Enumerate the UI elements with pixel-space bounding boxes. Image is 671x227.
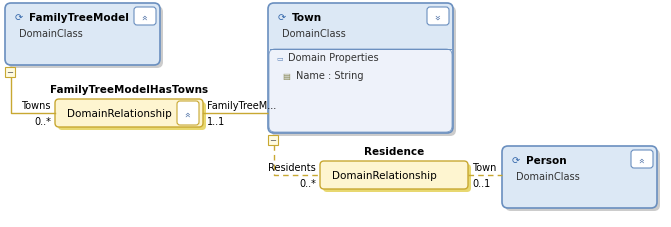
Text: Town: Town: [292, 13, 322, 23]
Text: Towns: Towns: [21, 101, 51, 111]
FancyBboxPatch shape: [269, 50, 452, 132]
FancyBboxPatch shape: [268, 135, 278, 145]
Text: »: »: [183, 111, 193, 116]
Text: ⟳: ⟳: [15, 13, 23, 23]
FancyBboxPatch shape: [55, 100, 203, 127]
Text: »: »: [637, 156, 647, 162]
Text: Person: Person: [526, 155, 566, 165]
FancyBboxPatch shape: [8, 7, 163, 69]
Text: −: −: [7, 68, 13, 77]
Text: 0..*: 0..*: [34, 116, 51, 126]
Text: Domain Properties: Domain Properties: [288, 53, 378, 63]
Text: FamilyTreeModelHasTowns: FamilyTreeModelHasTowns: [50, 85, 208, 95]
Text: Residents: Residents: [268, 162, 316, 172]
Text: ⟳: ⟳: [512, 155, 520, 165]
FancyBboxPatch shape: [323, 164, 471, 192]
Text: «: «: [433, 14, 443, 20]
FancyBboxPatch shape: [502, 146, 657, 208]
FancyBboxPatch shape: [5, 4, 160, 66]
FancyBboxPatch shape: [320, 161, 468, 189]
Text: Name : String: Name : String: [296, 71, 364, 81]
FancyBboxPatch shape: [271, 7, 456, 136]
FancyBboxPatch shape: [631, 150, 653, 168]
Text: DomainRelationship: DomainRelationship: [331, 170, 436, 180]
FancyBboxPatch shape: [5, 68, 15, 78]
Text: −: −: [270, 136, 276, 145]
Text: »: »: [140, 14, 150, 20]
Text: FamilyTreeM...: FamilyTreeM...: [207, 101, 276, 111]
FancyBboxPatch shape: [505, 149, 660, 211]
Text: DomainClass: DomainClass: [19, 29, 83, 39]
Text: 1..1: 1..1: [207, 116, 225, 126]
FancyBboxPatch shape: [134, 8, 156, 26]
Text: DomainClass: DomainClass: [282, 29, 346, 39]
Text: ▤: ▤: [282, 71, 290, 80]
Text: Town: Town: [472, 162, 497, 172]
FancyBboxPatch shape: [268, 4, 453, 133]
Text: 0..1: 0..1: [472, 178, 491, 188]
Text: Residence: Residence: [364, 146, 424, 156]
Text: FamilyTreeModel: FamilyTreeModel: [29, 13, 129, 23]
Text: 0..*: 0..*: [299, 178, 316, 188]
FancyBboxPatch shape: [177, 101, 199, 126]
Text: ▭: ▭: [276, 55, 283, 61]
Text: DomainRelationship: DomainRelationship: [66, 109, 171, 118]
FancyBboxPatch shape: [58, 103, 206, 131]
Text: ⟳: ⟳: [278, 13, 286, 23]
Text: DomainClass: DomainClass: [516, 171, 580, 181]
FancyBboxPatch shape: [427, 8, 449, 26]
